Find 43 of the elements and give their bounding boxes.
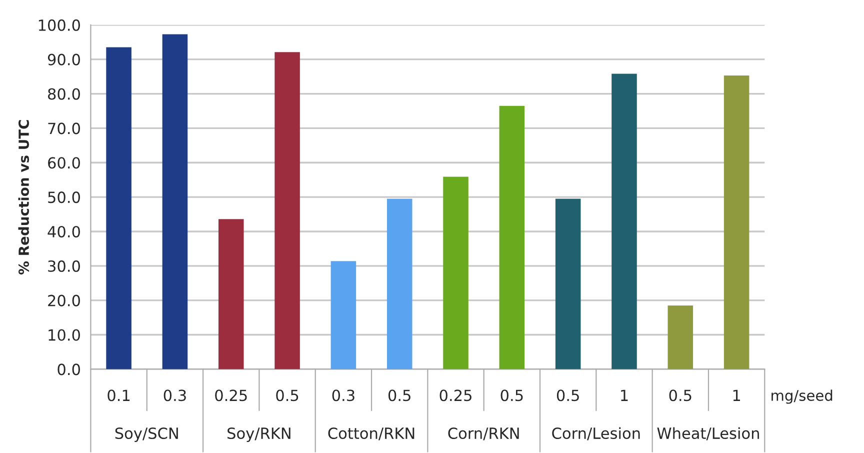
bar <box>612 74 637 370</box>
bar <box>724 76 750 370</box>
bar <box>162 34 188 370</box>
text: Cotton/RKN <box>328 427 414 440</box>
x-tick-label: 0.5 <box>556 390 579 402</box>
y-tick-label: 50.0 <box>48 192 80 204</box>
y-tick-label: 0.0 <box>58 364 80 376</box>
text: Wheat/Lesion <box>657 427 759 440</box>
x-tick-label: 0.5 <box>669 390 692 402</box>
bar <box>330 261 356 370</box>
x-tick-label: 0.3 <box>332 390 354 402</box>
x-tick-label: 0.3 <box>164 390 186 402</box>
x-tick-label: 0.25 <box>440 390 472 402</box>
text: Corn/Lesion <box>552 427 640 440</box>
text: Soy/SCN <box>115 427 178 442</box>
y-tick-label: 60.0 <box>48 157 80 169</box>
y-tick-label: 40.0 <box>48 226 80 238</box>
y-tick-label: 100.0 <box>38 19 80 31</box>
bar <box>386 198 412 370</box>
x-tick-label: 0.5 <box>388 390 410 402</box>
y-tick-label: 80.0 <box>48 88 80 100</box>
x-tick-label: 1 <box>733 390 740 401</box>
y-tick-label: 30.0 <box>48 260 80 272</box>
x-axis-title: mg/seed <box>772 390 832 404</box>
y-axis-title: % Reduction vs UTC <box>18 120 30 274</box>
bar <box>668 306 694 370</box>
bar <box>274 52 300 370</box>
x-tick-label: 0.5 <box>500 390 523 402</box>
y-tick-label: 90.0 <box>48 54 80 66</box>
y-tick-label: 10.0 <box>48 329 80 341</box>
bar <box>106 47 132 370</box>
bar <box>499 106 525 370</box>
y-tick-label: 20.0 <box>48 294 80 306</box>
bar <box>555 198 581 370</box>
x-tick-label: 1 <box>621 390 628 401</box>
text: Soy/RKN <box>228 427 290 442</box>
bar <box>218 219 244 370</box>
bar <box>443 176 468 370</box>
y-tick-label: 70.0 <box>48 122 80 134</box>
x-tick-label: 0.25 <box>215 390 247 402</box>
x-tick-label: 0.1 <box>108 390 130 402</box>
x-tick-label: 0.5 <box>276 390 298 402</box>
text: Corn/RKN <box>448 427 519 440</box>
